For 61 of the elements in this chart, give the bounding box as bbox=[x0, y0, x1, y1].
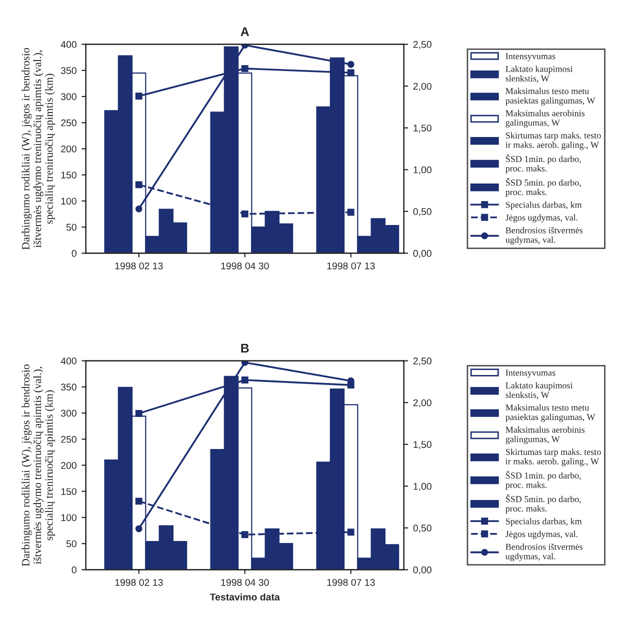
legend-label: Maksimalus aerobinis galingumas, W bbox=[506, 110, 585, 128]
y-tick-label: 250 bbox=[61, 119, 76, 126]
legend-label: ŠSD 5min. po darbo, proc. maks. bbox=[506, 494, 581, 514]
y-tick-label: 50 bbox=[66, 224, 76, 231]
legend-label: Skirtumas tarp maks. testo ir maks. aerob. galing., W bbox=[506, 132, 601, 150]
y-tick-label: 350 bbox=[60, 67, 76, 74]
y-axis-title: Darbingumo rodikliai (W), jėgos ir bendrosio ištvermės ugdymo treniruočių apimtis (val.), specialių treniruočių apimtis (km) bbox=[22, 364, 56, 566]
legend-label: Jėgos ugdymas, val. bbox=[506, 530, 578, 539]
y-tick-label: 200 bbox=[61, 145, 76, 152]
x-tick-label: 1998 02 13 bbox=[115, 578, 163, 586]
y-tick-label: 0 bbox=[72, 566, 76, 574]
y2-tick-label: 0,00 bbox=[413, 566, 432, 574]
chart-title: A bbox=[240, 27, 250, 36]
y-tick-label: 100 bbox=[61, 198, 76, 205]
legend-label: Intensyvumas bbox=[506, 53, 556, 62]
legend-label: Maksimalus testo metu pasiektas galingumas, W bbox=[506, 88, 596, 106]
x-axis-title: Testavimo data bbox=[210, 593, 280, 600]
legend-label: Maksimalus testo metu pasiektas galingumas, W bbox=[506, 404, 596, 422]
legend-label: Jėgos ugdymas, val. bbox=[506, 214, 578, 222]
x-tick-label: 1998 07 13 bbox=[327, 578, 375, 586]
y2-tick-label: 1,50 bbox=[414, 124, 432, 133]
y2-tick-label: 2,50 bbox=[413, 358, 432, 366]
y2-tick-label: 0,50 bbox=[413, 524, 432, 533]
y-tick-label: 200 bbox=[61, 462, 76, 469]
legend-label: Laktato kaupimosi slenkstis, W bbox=[506, 382, 573, 400]
y-tick-label: 300 bbox=[60, 410, 76, 417]
y2-tick-label: 1,00 bbox=[414, 166, 432, 174]
legend-label: Laktato kaupimosi slenkstis, W bbox=[506, 66, 573, 83]
legend-label: ŠSD 1min. po darbo, proc. maks. bbox=[506, 154, 581, 174]
legend-label: Specialus darbas, km bbox=[506, 518, 582, 526]
y2-tick-label: 2,00 bbox=[413, 82, 432, 91]
y-tick-label: 150 bbox=[61, 172, 76, 178]
chart-title: B bbox=[241, 344, 249, 352]
y2-tick-label: 2,50 bbox=[413, 41, 432, 50]
y-tick-label: 100 bbox=[61, 514, 76, 522]
y-tick-label: 150 bbox=[61, 488, 76, 495]
x-tick-label: 1998 04 30 bbox=[221, 578, 269, 586]
y2-tick-label: 0,00 bbox=[413, 250, 432, 258]
legend-label: ŠSD 5min. po darbo, proc. maks. bbox=[506, 178, 581, 197]
y2-tick-label: 1,50 bbox=[414, 441, 432, 450]
y2-tick-label: 1,00 bbox=[414, 482, 432, 491]
y-tick-label: 250 bbox=[61, 436, 76, 443]
x-tick-label: 1998 02 13 bbox=[115, 262, 163, 270]
y2-tick-label: 2,00 bbox=[413, 399, 432, 408]
y-tick-label: 300 bbox=[60, 93, 76, 100]
x-tick-label: 1998 04 30 bbox=[221, 262, 269, 270]
legend-label: Skirtumas tarp maks. testo ir maks. aerob. galing., W bbox=[506, 448, 601, 466]
y-tick-label: 350 bbox=[60, 384, 76, 391]
y2-tick-label: 0,50 bbox=[413, 208, 432, 216]
legend-label: Maksimalus aerobinis galingumas, W bbox=[506, 426, 585, 444]
y-tick-label: 400 bbox=[60, 358, 76, 364]
legend-label: Specialus darbas, km bbox=[506, 202, 582, 210]
legend-label: Intensyvumas bbox=[506, 370, 556, 378]
y-tick-label: 0 bbox=[72, 250, 76, 257]
legend-label: ŠSD 1min. po darbo, proc. maks. bbox=[506, 470, 581, 490]
y-tick-label: 400 bbox=[60, 41, 76, 48]
legend-label: Bendrosios ištvermės ugdymas, val. bbox=[505, 543, 583, 562]
x-tick-label: 1998 07 13 bbox=[327, 262, 375, 270]
y-tick-label: 50 bbox=[66, 540, 76, 548]
legend-label: Bendrosios ištvermės ugdymas, val. bbox=[505, 226, 583, 245]
y-axis-title: Darbingumo rodikliai (W), jėgos ir bendrosio ištvermės ugdymo treniruočių apimtis (val.), specialių treniruočių apimtis (km) bbox=[22, 48, 56, 250]
